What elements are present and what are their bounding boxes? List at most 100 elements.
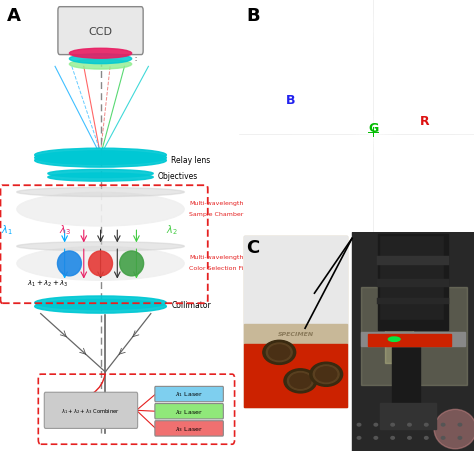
Bar [368, 334, 450, 346]
Ellipse shape [357, 437, 361, 439]
Ellipse shape [384, 10, 423, 45]
FancyBboxPatch shape [58, 8, 143, 55]
Ellipse shape [441, 423, 445, 426]
FancyBboxPatch shape [155, 387, 223, 402]
Bar [392, 346, 420, 407]
Ellipse shape [350, 114, 396, 155]
Bar [244, 324, 347, 344]
Ellipse shape [457, 112, 474, 129]
Ellipse shape [266, 343, 292, 362]
Ellipse shape [423, 31, 468, 71]
Ellipse shape [221, 84, 267, 124]
Ellipse shape [353, 20, 370, 36]
Ellipse shape [17, 247, 184, 281]
Ellipse shape [400, 73, 455, 122]
Text: B: B [246, 7, 260, 25]
Ellipse shape [35, 152, 166, 165]
Ellipse shape [271, 39, 278, 45]
Ellipse shape [396, 21, 411, 34]
Ellipse shape [359, 26, 364, 30]
Ellipse shape [235, 96, 254, 113]
Bar [244, 237, 347, 407]
Ellipse shape [371, 133, 375, 136]
Ellipse shape [35, 154, 166, 168]
Ellipse shape [401, 26, 406, 30]
Ellipse shape [458, 423, 462, 426]
Ellipse shape [401, 25, 407, 31]
Ellipse shape [48, 170, 153, 178]
Ellipse shape [243, 103, 246, 106]
Text: $\lambda_3$ Laser: $\lambda_3$ Laser [175, 424, 203, 433]
Text: Sample Chamber: Sample Chamber [189, 212, 244, 217]
Ellipse shape [269, 345, 290, 360]
Ellipse shape [260, 28, 290, 55]
Bar [352, 232, 474, 451]
Ellipse shape [423, 94, 431, 101]
Text: $\lambda_1+\lambda_2+\lambda_3$ Combiner: $\lambda_1+\lambda_2+\lambda_3$ Combiner [62, 406, 120, 415]
Ellipse shape [316, 367, 337, 382]
Text: CCD: CCD [89, 27, 112, 37]
Text: Relay lens: Relay lens [171, 156, 210, 165]
Ellipse shape [119, 252, 144, 276]
Ellipse shape [444, 101, 474, 141]
Ellipse shape [340, 9, 382, 46]
Ellipse shape [283, 92, 327, 131]
Ellipse shape [89, 252, 112, 276]
Text: G: G [368, 121, 378, 134]
Ellipse shape [418, 89, 437, 106]
Ellipse shape [434, 410, 474, 449]
Ellipse shape [224, 87, 264, 122]
Ellipse shape [348, 16, 375, 40]
Ellipse shape [425, 96, 429, 99]
Ellipse shape [370, 132, 376, 137]
Text: B: B [286, 93, 296, 106]
Bar [377, 279, 449, 287]
Ellipse shape [392, 66, 462, 129]
Ellipse shape [362, 125, 384, 144]
Ellipse shape [440, 46, 451, 56]
Ellipse shape [357, 423, 361, 426]
Ellipse shape [374, 437, 378, 439]
Bar [378, 235, 448, 331]
Ellipse shape [295, 103, 315, 120]
Bar [377, 256, 449, 265]
Ellipse shape [69, 60, 132, 70]
Ellipse shape [365, 128, 381, 142]
Ellipse shape [240, 101, 248, 108]
Ellipse shape [356, 120, 390, 150]
Text: Multi-wavelength: Multi-wavelength [189, 254, 244, 260]
Ellipse shape [69, 49, 132, 59]
Ellipse shape [303, 110, 307, 114]
Ellipse shape [465, 120, 468, 122]
Ellipse shape [35, 300, 166, 313]
Ellipse shape [290, 373, 311, 388]
Ellipse shape [458, 437, 462, 439]
Ellipse shape [463, 117, 471, 124]
Ellipse shape [250, 20, 299, 64]
Ellipse shape [227, 89, 261, 120]
Ellipse shape [425, 423, 428, 426]
Ellipse shape [386, 12, 421, 43]
Text: A: A [7, 7, 21, 25]
Ellipse shape [272, 82, 338, 141]
Ellipse shape [444, 49, 448, 53]
Ellipse shape [425, 437, 428, 439]
Ellipse shape [344, 109, 402, 161]
Ellipse shape [455, 110, 474, 132]
Ellipse shape [266, 34, 283, 49]
Ellipse shape [237, 98, 251, 110]
Text: ∶: ∶ [134, 55, 136, 64]
Bar [244, 344, 347, 407]
Ellipse shape [391, 423, 394, 426]
Text: $\lambda_1$ Laser: $\lambda_1$ Laser [175, 390, 203, 399]
Ellipse shape [357, 24, 365, 31]
Ellipse shape [421, 92, 433, 103]
Bar [380, 237, 444, 320]
Ellipse shape [346, 14, 377, 42]
Ellipse shape [229, 92, 259, 118]
Bar [380, 403, 437, 429]
Ellipse shape [219, 82, 269, 127]
Ellipse shape [390, 16, 417, 40]
Ellipse shape [241, 102, 247, 107]
Text: $\lambda_2$: $\lambda_2$ [166, 223, 178, 237]
